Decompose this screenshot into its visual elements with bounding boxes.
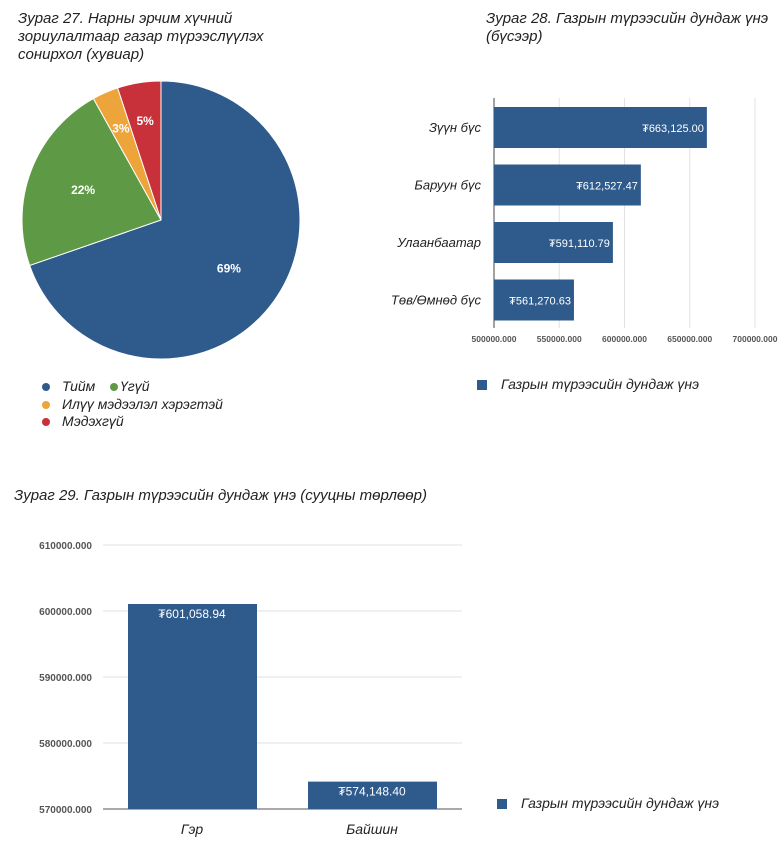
y-category-label: Зүүн бүс <box>429 120 482 135</box>
y-tick-label: 600000.000 <box>39 607 92 618</box>
pie-data-label: 22% <box>71 183 95 197</box>
legend-marker-icon <box>477 380 487 391</box>
x-tick-label: 600000.000 <box>602 334 647 344</box>
bar-data-label: ₮561,270.63 <box>509 296 571 308</box>
bar <box>494 279 574 321</box>
region-chart-legend: Газрын түрээсийн дундаж үнэ <box>477 376 699 392</box>
legend-dot-icon <box>42 401 50 410</box>
pie-data-label: 3% <box>112 121 130 135</box>
legend-label: Мэдэхгүй <box>62 413 124 429</box>
bar <box>494 164 641 206</box>
bar <box>128 604 257 809</box>
pie-legend-item: Үгүй <box>110 378 149 394</box>
x-tick-label: 700000.000 <box>733 334 778 344</box>
region-bar-chart-title: Зураг 28. Газрын түрээсийн дундаж үнэ (б… <box>486 10 769 45</box>
legend-dot-icon <box>110 383 118 392</box>
pie-data-label: 69% <box>217 261 241 275</box>
x-tick-label: 550000.000 <box>537 334 582 344</box>
y-tick-label: 590000.000 <box>39 673 92 684</box>
legend-marker-icon <box>497 799 507 810</box>
y-tick-label: 570000.000 <box>39 805 92 816</box>
legend-label: Илүү мэдээлэл хэрэгтэй <box>62 396 223 412</box>
pie-legend-item: Илүү мэдээлэл хэрэгтэй <box>42 396 223 412</box>
pie-legend-item: Мэдэхгүй <box>42 413 124 429</box>
pie-slice <box>29 80 301 360</box>
y-category-label: Төв/Өмнөд бүс <box>391 293 482 308</box>
pie-slice <box>116 80 162 221</box>
y-category-label: Улаанбаатар <box>396 235 481 250</box>
y-tick-label: 610000.000 <box>39 541 92 552</box>
bar-data-label: ₮574,148.40 <box>338 785 406 799</box>
bar-data-label: ₮612,527.47 <box>576 181 638 193</box>
legend-label: Үгүй <box>120 378 150 394</box>
legend-label: Газрын түрээсийн дундаж үнэ <box>521 795 719 811</box>
bar <box>494 222 613 263</box>
dwelling-bar-chart-title: Зураг 29. Газрын түрээсийн дундаж үнэ (с… <box>14 487 427 504</box>
pie-chart-title: Зураг 27. Нарны эрчим хүчний зориулалтаа… <box>18 10 264 63</box>
legend-label: Тийм <box>62 378 96 394</box>
legend-label: Газрын түрээсийн дундаж үнэ <box>501 376 699 392</box>
pie-slice <box>21 97 162 267</box>
x-category-label: Гэр <box>181 821 203 837</box>
x-tick-label: 650000.000 <box>667 334 712 344</box>
legend-dot-icon <box>42 383 50 392</box>
bar-data-label: ₮601,058.94 <box>158 607 226 621</box>
y-category-label: Баруун бүс <box>414 178 481 193</box>
bar-data-label: ₮663,125.00 <box>642 123 704 135</box>
bar <box>308 781 437 809</box>
bar <box>494 107 707 148</box>
pie-data-label: 5% <box>137 114 155 128</box>
legend-dot-icon <box>42 418 50 427</box>
dwelling-chart-legend: Газрын түрээсийн дундаж үнэ <box>497 795 719 811</box>
x-tick-label: 500000.000 <box>472 334 517 344</box>
bar-data-label: ₮591,110.79 <box>549 238 610 250</box>
pie-legend-item: Тийм <box>42 378 95 394</box>
x-category-label: Байшин <box>346 821 398 837</box>
y-tick-label: 580000.000 <box>39 739 92 750</box>
